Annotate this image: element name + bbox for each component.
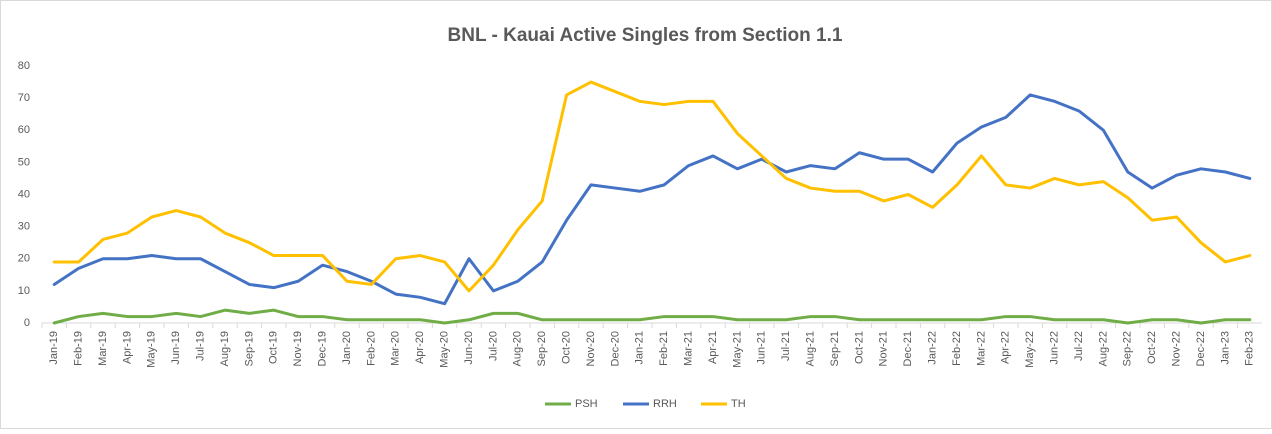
x-tick-label: Jun-19 [170,331,182,365]
x-tick-label: Dec-21 [902,331,914,366]
x-tick-label: Aug-20 [512,331,524,366]
x-tick-label: May-21 [731,331,743,368]
x-tick-label: May-22 [1024,331,1036,368]
x-tick-label: Oct-19 [268,331,280,364]
x-tick-label: Nov-20 [585,331,597,366]
x-tick-label: Jul-20 [487,331,499,361]
line-series [52,308,1252,325]
x-tick-label: Oct-21 [853,331,865,364]
x-tick-label: Dec-19 [317,331,329,366]
x-tick-label: Sep-22 [1122,331,1134,366]
x-tick-label: Apr-19 [121,331,133,364]
x-tick-label: Jun-22 [1049,331,1061,365]
x-tick-label: Apr-22 [1000,331,1012,364]
x-tick-label: Jul-19 [195,331,207,361]
line-series [52,93,1252,306]
x-tick-label: Oct-22 [1146,331,1158,364]
x-tick-label: Mar-22 [975,331,987,366]
y-tick-label: 40 [18,188,30,200]
x-tick-label: Nov-19 [292,331,304,366]
x-tick-label: Jun-20 [463,331,475,365]
y-tick-label: 60 [18,124,30,136]
x-tick-label: Jan-20 [341,331,353,365]
x-tick-label: Jan-23 [1219,331,1231,365]
x-tick-label: Aug-19 [219,331,231,366]
y-tick-label: 30 [18,221,30,233]
x-tick-label: Nov-21 [878,331,890,366]
x-tick-label: Sep-21 [829,331,841,366]
x-tick-label: May-20 [439,331,451,368]
x-tick-label: Oct-20 [561,331,573,364]
line-series [52,80,1252,293]
y-tick-label: 0 [24,317,30,329]
x-tick-label: Jun-21 [756,331,768,365]
y-tick-label: 10 [18,285,30,297]
x-tick-label: Jan-21 [634,331,646,365]
x-tick-label: Feb-22 [951,331,963,366]
x-tick-label: Feb-23 [1244,331,1256,366]
x-tick-label: Feb-20 [365,331,377,366]
x-tick-label: Jan-19 [48,331,60,365]
x-tick-label: Mar-19 [97,331,109,366]
y-tick-label: 80 [18,60,30,72]
x-tick-label: Aug-22 [1097,331,1109,366]
y-tick-label: 20 [18,253,30,265]
x-tick-label: Mar-20 [390,331,402,366]
x-tick-label: Dec-22 [1195,331,1207,366]
x-tick-label: Jul-21 [780,331,792,361]
x-tick-label: Sep-19 [243,331,255,366]
x-tick-label: Aug-21 [805,331,817,366]
x-tick-label: Dec-20 [609,331,621,366]
legend-label: PSH [575,398,598,410]
x-tick-label: Feb-21 [658,331,670,366]
x-tick-label: Jan-22 [927,331,939,365]
x-tick-label: Feb-19 [73,331,85,366]
x-tick-label: Jul-22 [1073,331,1085,361]
x-tick-label: Apr-21 [707,331,719,364]
legend-label: TH [731,398,746,410]
legend-label: RRH [653,398,677,410]
y-tick-label: 70 [18,92,30,104]
x-tick-label: May-19 [146,331,158,368]
x-tick-label: Apr-20 [414,331,426,364]
x-tick-label: Sep-20 [536,331,548,366]
y-tick-label: 50 [18,156,30,168]
x-tick-label: Nov-22 [1171,331,1183,366]
chart-title: BNL - Kauai Active Singles from Section … [448,25,843,46]
x-tick-label: Mar-21 [683,331,695,366]
